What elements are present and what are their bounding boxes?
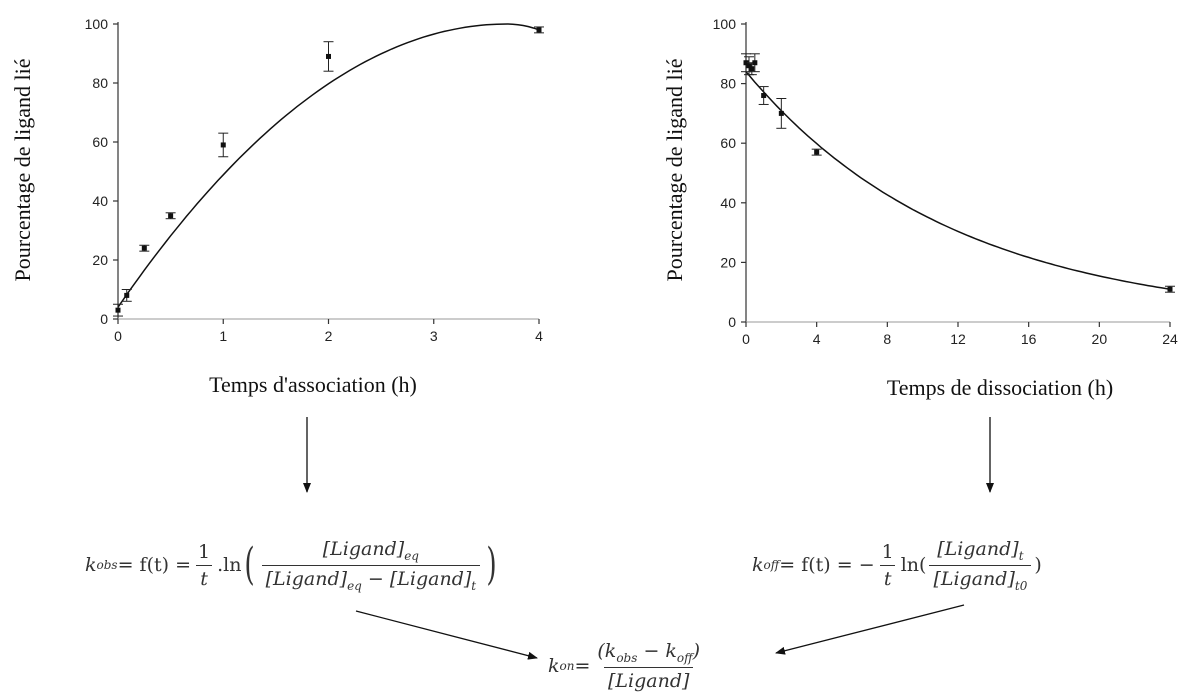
- x-axis-label: Temps d'association (h): [209, 372, 417, 397]
- fit-curve: [117, 23, 540, 308]
- y-tick-label: 40: [720, 195, 736, 211]
- x-tick-label: 12: [950, 331, 966, 347]
- x-tick-label: 4: [535, 328, 543, 344]
- y-tick-label: 60: [92, 134, 108, 150]
- x-tick-label: 4: [813, 331, 821, 347]
- x-tick-label: 1: [219, 328, 227, 344]
- data-point: [1167, 286, 1173, 292]
- data-point: [536, 27, 542, 33]
- y-axis-label: Pourcentage de ligand lié: [662, 59, 687, 282]
- x-tick-label: 16: [1021, 331, 1037, 347]
- arrow-koff-to-kon: [775, 604, 965, 655]
- dissociation-chart: Pourcentage de ligand lié Temps de disso…: [662, 16, 1178, 400]
- association-chart: Pourcentage de ligand lié Temps d'associ…: [10, 16, 544, 397]
- y-tick-label: 100: [85, 16, 109, 32]
- data-point: [326, 53, 331, 59]
- arrow-kobs-to-kon: [355, 610, 538, 660]
- data-point: [115, 307, 121, 313]
- data-point: [168, 213, 174, 219]
- y-tick-label: 80: [92, 75, 108, 91]
- y-tick-label: 80: [720, 76, 736, 92]
- y-tick-label: 100: [713, 16, 737, 32]
- x-tick-label: 0: [742, 331, 750, 347]
- data-point: [743, 60, 749, 66]
- data-point: [749, 66, 755, 72]
- x-axis-label: Temps de dissociation (h): [887, 375, 1113, 400]
- data-point: [220, 142, 226, 148]
- data-point: [761, 93, 767, 99]
- y-tick-label: 40: [92, 193, 108, 209]
- data-point: [752, 60, 758, 66]
- y-tick-label: 60: [720, 135, 736, 151]
- x-tick-label: 24: [1162, 331, 1178, 347]
- data-point: [746, 63, 752, 69]
- y-tick-label: 20: [720, 254, 736, 270]
- x-tick-label: 3: [430, 328, 438, 344]
- y-tick-label: 0: [100, 311, 108, 327]
- data-point: [778, 110, 784, 116]
- y-axis-label: Pourcentage de ligand lié: [10, 59, 35, 282]
- data-point: [141, 245, 147, 251]
- x-tick-label: 0: [114, 328, 122, 344]
- y-tick-label: 0: [728, 314, 736, 330]
- data-point: [814, 149, 820, 155]
- x-tick-label: 20: [1092, 331, 1108, 347]
- kon-equation: k on = (kobs − koff) [Ligand]: [548, 640, 701, 692]
- x-tick-label: 8: [883, 331, 891, 347]
- fit-curve: [745, 71, 1171, 290]
- x-tick-label: 2: [325, 328, 333, 344]
- data-point: [124, 292, 130, 298]
- y-tick-label: 20: [92, 252, 108, 268]
